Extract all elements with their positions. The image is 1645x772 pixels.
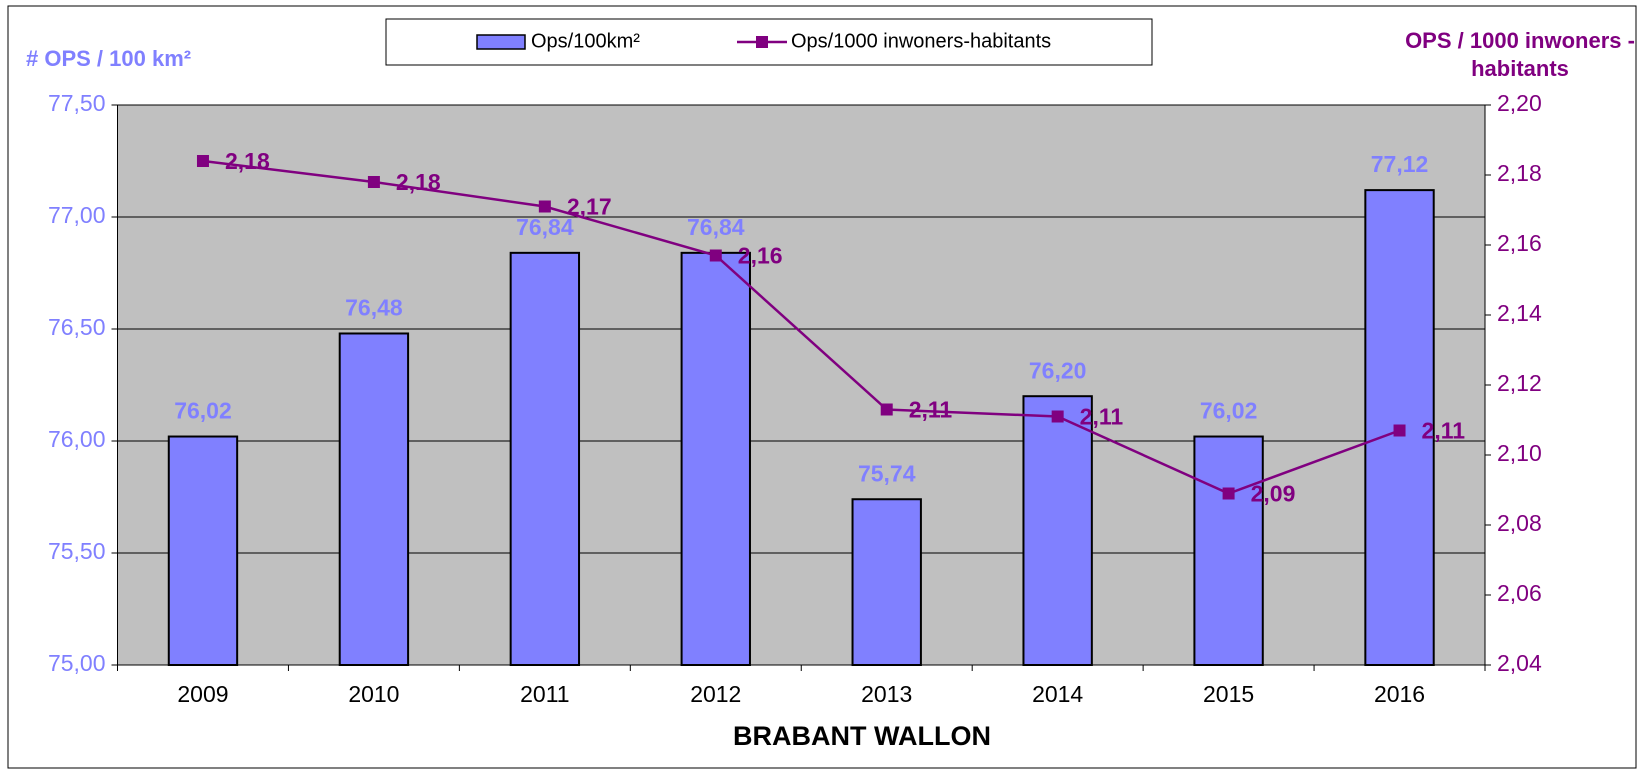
y-tick-label: 75,50 (48, 538, 106, 564)
y2-tick-label: 2,12 (1497, 370, 1542, 396)
bar-value-label: 76,84 (516, 214, 574, 240)
line-value-label: 2,11 (909, 397, 953, 423)
legend-swatch (476, 34, 526, 50)
y2-axis-title: habitants (1471, 56, 1569, 81)
y2-tick-label: 2,16 (1497, 230, 1542, 256)
y2-tick-label: 2,10 (1497, 440, 1542, 466)
x-tick-label: 2010 (348, 681, 399, 707)
line-marker (709, 249, 722, 262)
bar (680, 251, 751, 666)
legend-label: Ops/1000 inwoners-habitants (791, 30, 1051, 52)
line-marker (367, 176, 380, 188)
bar-value-label: 76,48 (345, 295, 403, 321)
bar (1193, 435, 1264, 666)
line-marker (538, 200, 551, 213)
y2-tick-label: 2,06 (1497, 580, 1542, 606)
y2-tick-label: 2,18 (1497, 160, 1542, 186)
bar (851, 498, 922, 666)
x-tick-label: 2015 (1203, 681, 1254, 707)
line-marker (196, 155, 209, 167)
line-value-label: 2,16 (738, 243, 783, 269)
y2-tick-label: 2,04 (1497, 650, 1542, 676)
line-value-label: 2,17 (567, 194, 612, 220)
legend-label: Ops/100km² (531, 30, 640, 52)
bar-value-label: 77,12 (1371, 151, 1429, 177)
x-tick-label: 2016 (1374, 681, 1425, 707)
line-marker (880, 403, 893, 416)
line-value-label: 2,11 (1080, 404, 1124, 430)
line-value-label: 2,18 (396, 169, 441, 195)
bar-value-label: 75,74 (858, 460, 916, 486)
bar (167, 435, 239, 666)
x-tick-label: 2011 (520, 681, 569, 707)
chart-title: BRABANT WALLON (733, 721, 991, 751)
line-marker (1393, 424, 1406, 437)
y2-tick-label: 2,08 (1497, 510, 1542, 536)
bar-value-label: 76,02 (1200, 398, 1258, 424)
x-tick-label: 2012 (690, 681, 741, 707)
y-tick-label: 76,50 (48, 314, 106, 340)
y2-tick-label: 2,14 (1497, 300, 1542, 326)
line-marker (1222, 487, 1235, 500)
bar-value-label: 76,02 (174, 398, 232, 424)
plot-area (117, 105, 1485, 665)
y-tick-label: 76,00 (48, 426, 106, 452)
line-marker (1051, 410, 1064, 423)
line-value-label: 2,18 (225, 148, 270, 174)
line-value-label: 2,09 (1251, 481, 1296, 507)
x-tick-label: 2014 (1032, 681, 1083, 707)
legend-swatch (756, 36, 768, 48)
y-tick-label: 77,00 (48, 202, 106, 228)
line-value-label: 2,11 (1422, 418, 1466, 444)
y2-tick-label: 2,20 (1497, 90, 1542, 116)
y-axis-title: # OPS / 100 km² (26, 46, 191, 71)
y-tick-label: 75,00 (48, 650, 106, 676)
x-tick-label: 2013 (861, 681, 912, 707)
bar (338, 332, 410, 666)
line (202, 159, 1400, 495)
x-tick-label: 2009 (177, 681, 228, 707)
y-tick-label: 77,50 (48, 90, 106, 116)
bar (1022, 395, 1093, 666)
bar-value-label: 76,20 (1029, 357, 1087, 383)
bar-value-label: 76,84 (687, 214, 745, 240)
y2-axis-title: OPS / 1000 inwoners - (1405, 28, 1635, 53)
bar (509, 251, 581, 666)
